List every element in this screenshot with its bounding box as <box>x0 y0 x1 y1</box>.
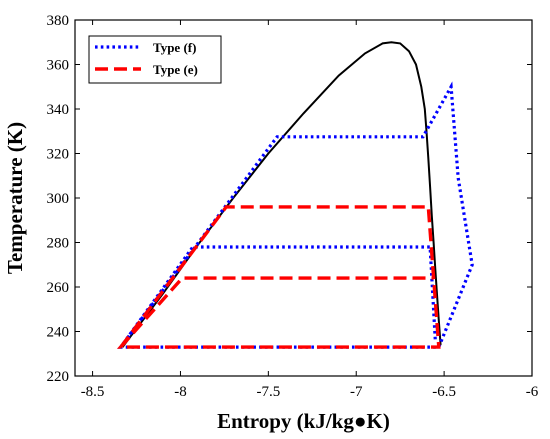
series-line-type-e <box>116 205 441 349</box>
y-tick-label: 280 <box>47 236 70 252</box>
x-tick-label: -6.5 <box>432 384 456 400</box>
legend-label: Type (f) <box>153 40 196 55</box>
x-tick-label: -7 <box>350 384 363 400</box>
saturation-dome-line <box>121 41 442 348</box>
x-tick-label: -8 <box>174 384 187 400</box>
y-tick-label: 220 <box>47 369 70 385</box>
x-axis-title: Entropy (kJ/kg●K) <box>217 409 390 433</box>
y-tick-label: 240 <box>47 325 70 341</box>
y-tick-label: 360 <box>47 58 70 74</box>
x-tick-label: -7.5 <box>256 384 280 400</box>
y-tick-label: 300 <box>47 191 70 207</box>
legend: Type (f) Type (e) <box>88 35 222 84</box>
x-tick-label: -8.5 <box>81 384 105 400</box>
legend-box <box>88 35 222 84</box>
y-axis-title: Temperature (K) <box>3 122 27 274</box>
y-tick-label: 320 <box>47 147 70 163</box>
x-tick-label: -6 <box>526 384 539 400</box>
y-tick-label: 260 <box>47 280 70 296</box>
axis-ticks: -8.5 -8 -7.5 -7 -6.5 -6 220 240 260 280 300 320 340 3… <box>47 13 539 400</box>
y-tick-label: 340 <box>47 102 70 118</box>
series-line-type-f <box>117 81 474 349</box>
y-tick-label: 380 <box>47 13 70 29</box>
legend-label: Type (e) <box>153 62 198 77</box>
plot-marks <box>116 41 474 349</box>
